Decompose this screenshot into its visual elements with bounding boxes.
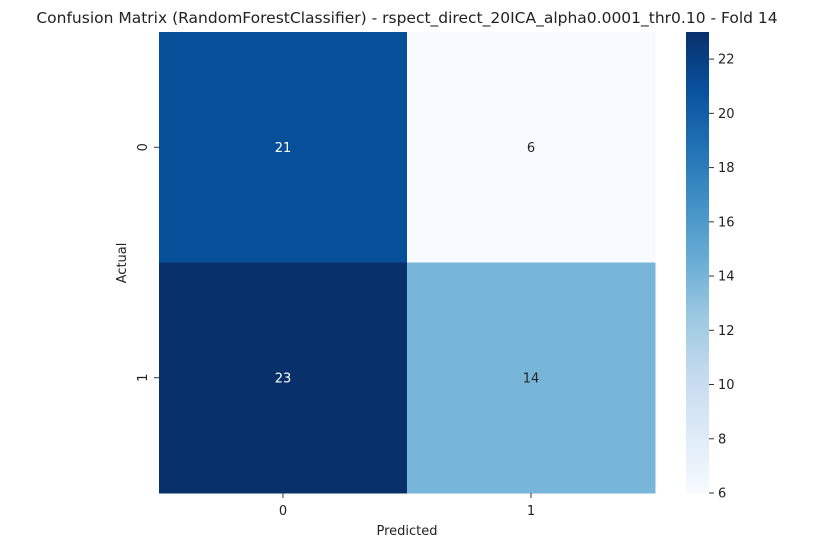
heatmap-cell-labels: 21 6 23 14	[275, 141, 540, 387]
y-tick-label-0: 0	[136, 143, 151, 151]
heatmap-cell-label-r0-c0: 21	[275, 141, 292, 156]
colorbar-tick-label-6: 18	[718, 161, 735, 176]
x-tick-label-0: 0	[279, 504, 287, 519]
y-tick-label-1: 1	[136, 374, 151, 382]
heatmap-cell-r1-c1	[407, 262, 656, 494]
colorbar-tick-label-5: 16	[718, 215, 735, 230]
heatmap-cell-r0-c0	[159, 32, 408, 263]
colorbar-tick-label-2: 10	[718, 378, 735, 393]
colorbar-tick-label-4: 14	[718, 270, 735, 285]
heatmap-cell-label-r1-c0: 23	[275, 371, 292, 386]
colorbar-tick-label-7: 20	[718, 107, 735, 122]
colorbar-tick-label-1: 8	[718, 432, 726, 447]
heatmap-cell-label-r0-c1: 6	[527, 141, 535, 156]
y-axis-label: Actual	[115, 243, 130, 284]
chart-title: Confusion Matrix (RandomForestClassifier…	[36, 9, 777, 28]
colorbar-tick-label-8: 22	[718, 53, 735, 68]
x-axis-label: Predicted	[376, 524, 437, 539]
y-axis-ticks: 01	[136, 143, 159, 382]
colorbar-tick-label-0: 6	[718, 487, 726, 502]
heatmap-cells	[159, 32, 656, 494]
heatmap-cell-r1-c0	[159, 262, 408, 494]
colorbar	[686, 32, 709, 493]
heatmap-cell-r0-c1	[407, 32, 656, 263]
heatmap-cell-label-r1-c1: 14	[523, 371, 540, 386]
colorbar-ticks: 6 8 10 12 14 16 18 20 22	[709, 53, 735, 502]
x-tick-label-1: 1	[527, 504, 535, 519]
colorbar-tick-label-3: 12	[718, 324, 735, 339]
